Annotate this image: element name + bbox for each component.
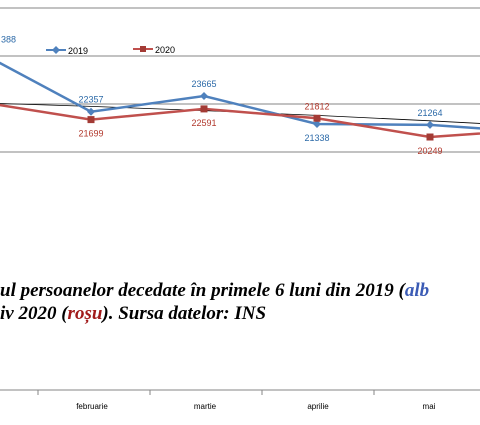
series-2020-data-label: 22591 [191,118,216,128]
series-2019-line [0,61,480,130]
caption-color-word-red: roșu [67,303,103,324]
caption-line-2-start: iv 2020 ( [0,303,68,324]
caption-color-word-blue: alb [404,280,430,301]
series-2020-data-label: 20249 [417,146,442,156]
series-2020-point [313,114,321,122]
caption-line-1-text: ul persoanelor decedate în primele 6 lun… [0,280,405,301]
bottom-chart-axis: februarie martie aprilie mai [0,389,480,411]
series-2019-point [426,120,434,129]
series-2020-data-label: 21812 [304,101,329,111]
series-2020-point [200,105,208,113]
trendline [0,103,480,124]
series-2019-data-label: 388 [1,34,16,44]
bottom-axis-tick-label: martie [194,402,217,411]
series-2020-line [0,103,480,139]
plot-area-border [0,7,480,9]
series-2020-point [426,133,434,141]
series-2019-point [87,107,95,116]
top-line-chart: 388 22357 23665 21338 21264 21699 22591 21812 20… [0,7,480,156]
caption-line-1: ul persoanelor decedate în primele 6 lun… [0,279,480,302]
series-2019-data-label: 22357 [78,95,103,105]
figure-caption: ul persoanelor decedate în primele 6 lun… [0,279,480,325]
series-2019-data-label: 21264 [417,108,442,118]
bottom-axis-tick-label: aprilie [307,402,329,411]
legend-2020-label: 2020 [155,45,175,55]
bottom-axis-tick-label: mai [423,402,436,411]
bottom-axis-tick-label: februarie [76,402,108,411]
legend-2019-label: 2019 [68,46,88,56]
series-2020-data-label: 21699 [78,129,103,139]
series-2019-data-label: 23665 [191,79,216,89]
series-2019-data-label: 21338 [304,133,329,143]
legend: 2019 2020 [46,45,175,56]
caption-line-2: iv 2020 (roșu). Sursa datelor: INS [0,302,480,325]
series-2020-point [87,116,95,124]
legend-2019-marker [52,46,60,54]
series-2019-point [313,119,321,128]
caption-line-2-end: ). Sursa datelor: INS [102,303,267,324]
legend-2020-marker [140,46,146,52]
series-2019-point [200,92,208,101]
